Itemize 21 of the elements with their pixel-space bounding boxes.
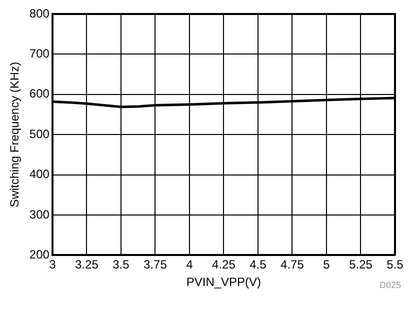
x-axis-title: PVIN_VPP(V)	[186, 275, 262, 290]
x-tick-label: 3.75	[144, 258, 168, 272]
x-tick-label: 4.75	[280, 258, 304, 272]
x-tick-label: 5.5	[386, 258, 404, 272]
y-tick-label: 800	[29, 6, 50, 20]
x-tick-label: 5.25	[349, 258, 373, 272]
y-tick-label: 400	[29, 167, 50, 182]
text: D025	[379, 280, 401, 290]
x-tick-label: 3	[49, 258, 56, 272]
y-tick-label: 500	[29, 126, 50, 141]
x-tick-label: 3.25	[75, 258, 99, 272]
y-tick-label: 600	[29, 86, 50, 101]
y-tick-label: 200	[29, 248, 50, 262]
x-tick-label: 4.5	[250, 258, 267, 272]
y-axis-title: Switching Frequency (KHz)	[8, 62, 22, 208]
x-tick-label: 4.25	[212, 258, 236, 272]
x-tick-label: 3.5	[112, 258, 130, 272]
x-tick-label: 4	[186, 258, 194, 272]
y-tick-label: 300	[29, 207, 50, 222]
y-tick-label: 700	[29, 46, 50, 61]
x-tick-label: 5	[323, 258, 330, 272]
